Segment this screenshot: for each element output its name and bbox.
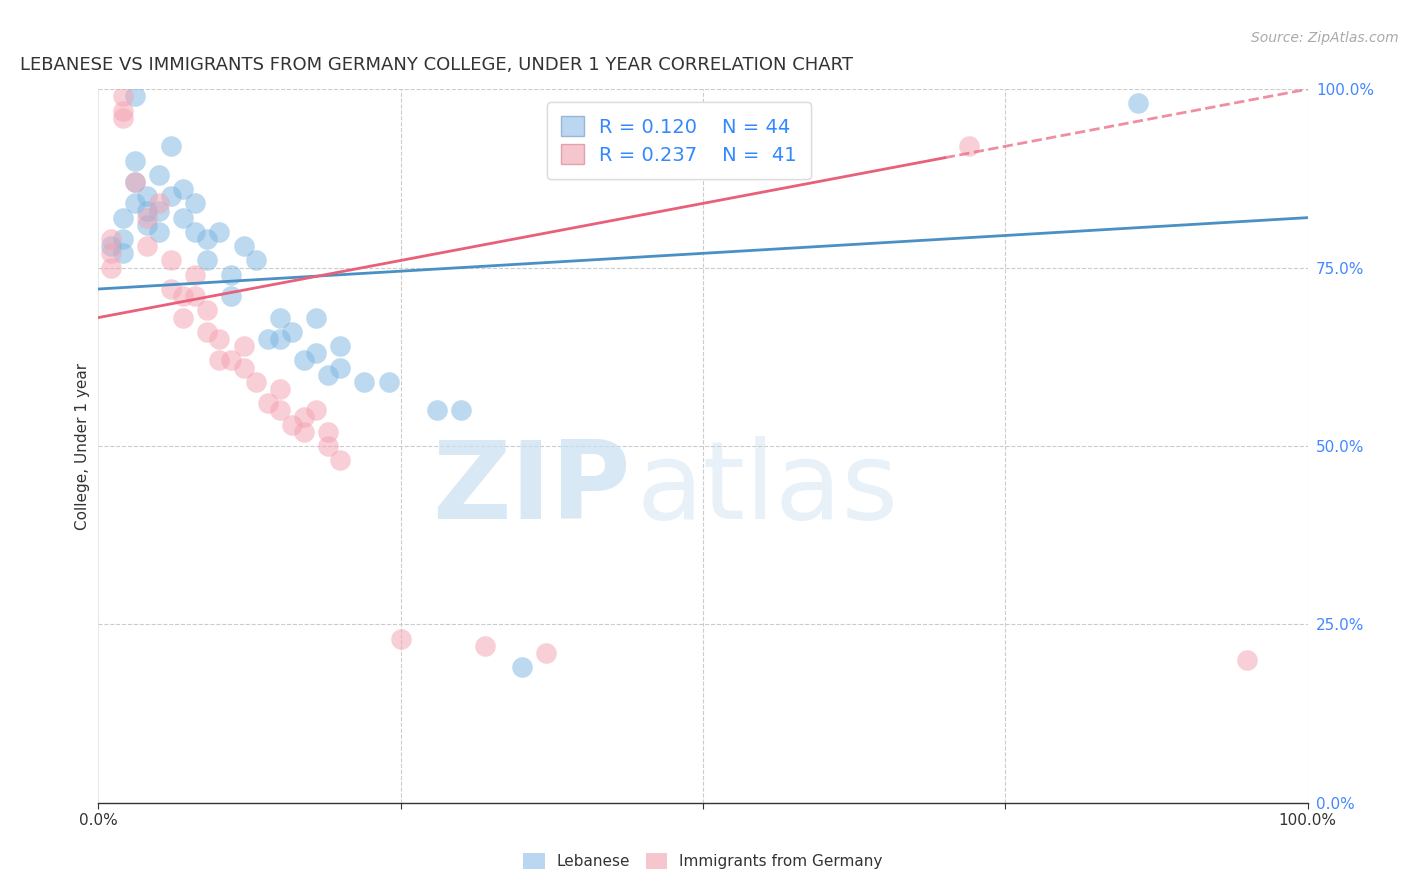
Point — [377, 375, 399, 389]
Point — [111, 211, 134, 225]
Point — [124, 153, 146, 168]
Point — [305, 403, 328, 417]
Point — [232, 360, 254, 375]
Text: ZIP: ZIP — [432, 436, 630, 541]
Point — [195, 232, 218, 246]
Point — [353, 375, 375, 389]
Point — [195, 303, 218, 318]
Point — [148, 225, 170, 239]
Point — [281, 325, 304, 339]
Point — [160, 139, 183, 153]
Point — [245, 375, 267, 389]
Point — [184, 196, 207, 211]
Point — [195, 253, 218, 268]
Point — [305, 310, 328, 325]
Point — [124, 196, 146, 211]
Point — [329, 453, 352, 467]
Point — [292, 353, 315, 368]
Point — [426, 403, 449, 417]
Point — [100, 239, 122, 253]
Point — [100, 260, 122, 275]
Point — [292, 425, 315, 439]
Point — [292, 410, 315, 425]
Point — [124, 175, 146, 189]
Point — [316, 439, 339, 453]
Point — [148, 196, 170, 211]
Point — [160, 189, 183, 203]
Point — [184, 289, 207, 303]
Point — [281, 417, 304, 432]
Point — [316, 368, 339, 382]
Point — [221, 289, 243, 303]
Point — [135, 239, 157, 253]
Point — [184, 225, 207, 239]
Point — [450, 403, 472, 417]
Point — [269, 310, 291, 325]
Point — [1128, 96, 1150, 111]
Point — [172, 182, 194, 196]
Point — [329, 360, 352, 375]
Point — [124, 89, 146, 103]
Point — [269, 403, 291, 417]
Point — [172, 310, 194, 325]
Y-axis label: College, Under 1 year: College, Under 1 year — [75, 362, 90, 530]
Point — [172, 289, 194, 303]
Point — [305, 346, 328, 360]
Point — [208, 225, 231, 239]
Point — [135, 211, 157, 225]
Point — [534, 646, 557, 660]
Text: atlas: atlas — [637, 436, 898, 541]
Point — [232, 239, 254, 253]
Point — [269, 382, 291, 396]
Point — [111, 246, 134, 260]
Point — [111, 111, 134, 125]
Point — [111, 89, 134, 103]
Point — [135, 189, 157, 203]
Point — [111, 103, 134, 118]
Point — [135, 218, 157, 232]
Point — [256, 332, 278, 346]
Point — [232, 339, 254, 353]
Legend: R = 0.120    N = 44, R = 0.237    N =  41: R = 0.120 N = 44, R = 0.237 N = 41 — [547, 103, 811, 178]
Point — [329, 339, 352, 353]
Point — [389, 632, 412, 646]
Point — [111, 232, 134, 246]
Point — [100, 246, 122, 260]
Point — [208, 332, 231, 346]
Point — [208, 353, 231, 368]
Point — [510, 660, 533, 674]
Point — [124, 175, 146, 189]
Point — [221, 353, 243, 368]
Point — [269, 332, 291, 346]
Point — [245, 253, 267, 268]
Point — [160, 282, 183, 296]
Point — [474, 639, 496, 653]
Point — [160, 253, 183, 268]
Point — [957, 139, 980, 153]
Text: LEBANESE VS IMMIGRANTS FROM GERMANY COLLEGE, UNDER 1 YEAR CORRELATION CHART: LEBANESE VS IMMIGRANTS FROM GERMANY COLL… — [20, 56, 853, 74]
Point — [148, 203, 170, 218]
Point — [256, 396, 278, 410]
Text: Source: ZipAtlas.com: Source: ZipAtlas.com — [1251, 31, 1399, 45]
Point — [148, 168, 170, 182]
Point — [184, 268, 207, 282]
Point — [1236, 653, 1258, 667]
Point — [100, 232, 122, 246]
Legend: Lebanese, Immigrants from Germany: Lebanese, Immigrants from Germany — [517, 847, 889, 875]
Point — [172, 211, 194, 225]
Point — [316, 425, 339, 439]
Point — [135, 203, 157, 218]
Point — [195, 325, 218, 339]
Point — [221, 268, 243, 282]
